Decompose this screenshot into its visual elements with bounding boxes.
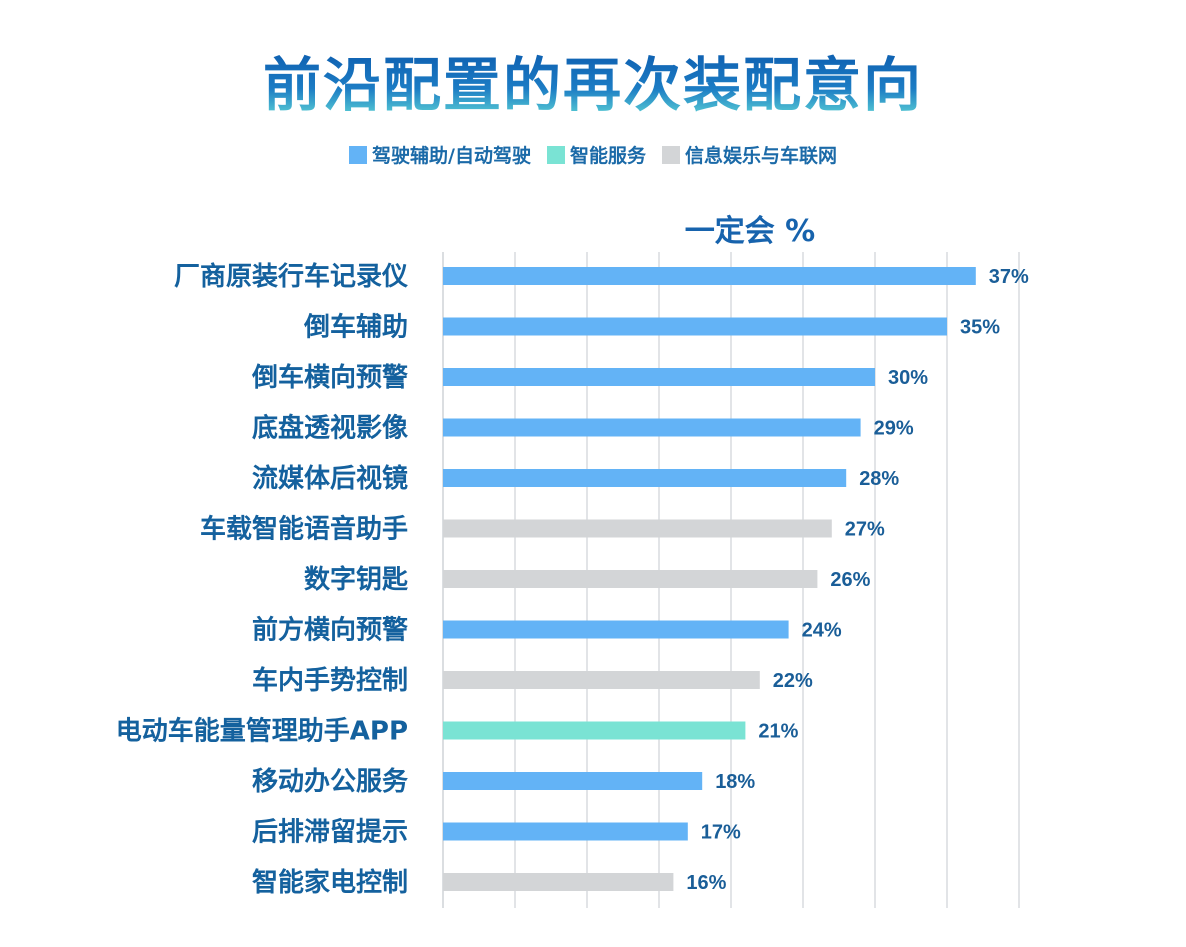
value-label: 37% xyxy=(989,266,1029,288)
value-label: 26% xyxy=(830,569,870,591)
value-label: 21% xyxy=(758,721,798,743)
value-label: 22% xyxy=(773,670,813,692)
bar xyxy=(443,267,976,285)
legend-label-driving-assist: 驾驶辅助/自动驾驶 xyxy=(372,145,531,167)
bar xyxy=(443,671,760,689)
category-label: 前方横向预警 xyxy=(252,615,408,646)
bar xyxy=(443,772,703,790)
value-label: 35% xyxy=(960,317,1000,339)
bar xyxy=(443,822,688,841)
category-label: 倒车辅助 xyxy=(303,312,408,343)
bar xyxy=(443,519,832,538)
bar xyxy=(443,418,861,437)
category-label: 数字钥匙 xyxy=(304,564,409,595)
category-label: 车内手势控制 xyxy=(252,665,408,696)
legend-swatch-smart-service xyxy=(546,145,565,164)
legend-swatch-driving-assist xyxy=(349,145,367,164)
chart-title-text: 前沿配置的再次装配意向 xyxy=(262,51,923,119)
category-label: 移动办公服务 xyxy=(252,767,408,797)
legend: 驾驶辅助/自动驾驶 智能服务 信息娱乐与车联网 xyxy=(0,141,1186,168)
category-label: 厂商原装行车记录仪 xyxy=(174,261,409,292)
value-label: 30% xyxy=(888,367,928,389)
bar xyxy=(443,620,789,639)
value-label: 29% xyxy=(874,418,914,440)
bar xyxy=(443,368,875,386)
chart-subtitle: 一定会 % xyxy=(684,214,816,249)
legend-item-driving-assist: 驾驶辅助/自动驾驶 xyxy=(349,141,531,168)
category-label: 车载智能语音助手 xyxy=(200,514,408,545)
category-label: 底盘透视影像 xyxy=(252,413,409,444)
bar xyxy=(443,873,674,891)
category-label: 电动车能量管理助手APP xyxy=(116,716,408,747)
category-label: 后排滞留提示 xyxy=(252,818,408,848)
bar xyxy=(443,570,818,588)
value-label: 28% xyxy=(859,468,899,490)
legend-item-infotainment: 信息娱乐与车联网 xyxy=(661,141,837,168)
value-label: 17% xyxy=(701,822,741,844)
value-label: 24% xyxy=(802,620,842,642)
legend-label-infotainment: 信息娱乐与车联网 xyxy=(684,145,837,167)
bar xyxy=(443,721,746,740)
category-label: 倒车横向预警 xyxy=(251,362,408,393)
category-label: 智能家电控制 xyxy=(252,867,408,898)
chart-title: 前沿配置的再次装配意向 xyxy=(0,38,1186,122)
value-label: 16% xyxy=(686,872,726,894)
bar xyxy=(443,469,847,487)
legend-swatch-infotainment xyxy=(661,145,680,164)
category-label: 流媒体后视镜 xyxy=(252,463,408,494)
legend-item-smart-service: 智能服务 xyxy=(546,141,646,168)
value-label: 27% xyxy=(845,519,885,541)
value-label: 18% xyxy=(715,771,755,793)
bar xyxy=(443,317,947,336)
legend-label-smart-service: 智能服务 xyxy=(569,145,646,167)
